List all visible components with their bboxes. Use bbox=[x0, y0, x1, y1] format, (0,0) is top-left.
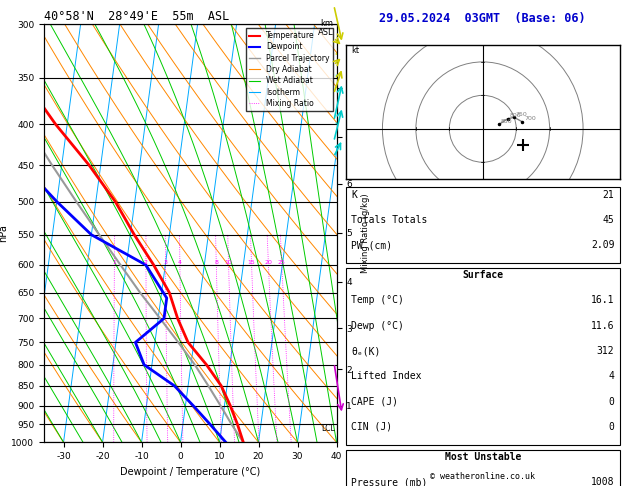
Text: 0: 0 bbox=[608, 397, 615, 407]
Text: Surface: Surface bbox=[462, 270, 503, 280]
Text: θₑ(K): θₑ(K) bbox=[351, 346, 381, 356]
Text: kt: kt bbox=[352, 46, 360, 55]
Text: © weatheronline.co.uk: © weatheronline.co.uk bbox=[430, 472, 535, 481]
Text: K: K bbox=[351, 190, 357, 200]
Text: Dewp (°C): Dewp (°C) bbox=[351, 321, 404, 331]
Text: 8: 8 bbox=[214, 260, 218, 265]
Text: CAPE (J): CAPE (J) bbox=[351, 397, 398, 407]
Text: 1008: 1008 bbox=[591, 477, 615, 486]
Text: 3: 3 bbox=[164, 260, 167, 265]
Text: Mixing Ratio (g/kg): Mixing Ratio (g/kg) bbox=[361, 193, 370, 273]
Text: Pressure (mb): Pressure (mb) bbox=[351, 477, 428, 486]
Text: 15: 15 bbox=[248, 260, 255, 265]
Text: CIN (J): CIN (J) bbox=[351, 422, 392, 432]
Text: PW (cm): PW (cm) bbox=[351, 240, 392, 250]
Text: 312: 312 bbox=[597, 346, 615, 356]
Bar bbox=[345, 187, 620, 263]
Text: 1: 1 bbox=[113, 260, 116, 265]
Text: 4: 4 bbox=[608, 371, 615, 382]
Text: 800: 800 bbox=[509, 113, 521, 118]
Text: 29.05.2024  03GMT  (Base: 06): 29.05.2024 03GMT (Base: 06) bbox=[379, 12, 586, 25]
Text: 25: 25 bbox=[278, 260, 286, 265]
Text: Lifted Index: Lifted Index bbox=[351, 371, 421, 382]
Text: 20: 20 bbox=[265, 260, 272, 265]
Bar bbox=[345, 268, 620, 445]
Text: Totals Totals: Totals Totals bbox=[351, 215, 428, 225]
Bar bbox=[345, 450, 620, 486]
Y-axis label: hPa: hPa bbox=[0, 225, 9, 242]
Text: 40°58'N  28°49'E  55m  ASL: 40°58'N 28°49'E 55m ASL bbox=[44, 10, 230, 23]
Text: 0: 0 bbox=[608, 422, 615, 432]
Text: Most Unstable: Most Unstable bbox=[445, 452, 521, 462]
Text: 700: 700 bbox=[524, 116, 536, 121]
X-axis label: Dewpoint / Temperature (°C): Dewpoint / Temperature (°C) bbox=[120, 467, 260, 477]
Text: Temp (°C): Temp (°C) bbox=[351, 295, 404, 306]
Legend: Temperature, Dewpoint, Parcel Trajectory, Dry Adiabat, Wet Adiabat, Isotherm, Mi: Temperature, Dewpoint, Parcel Trajectory… bbox=[245, 28, 333, 111]
Text: 2: 2 bbox=[144, 260, 148, 265]
Text: 10: 10 bbox=[225, 260, 233, 265]
Text: 11.6: 11.6 bbox=[591, 321, 615, 331]
Text: LCL: LCL bbox=[321, 424, 335, 433]
Text: 850: 850 bbox=[501, 119, 512, 124]
Text: 16.1: 16.1 bbox=[591, 295, 615, 306]
Text: 45: 45 bbox=[603, 215, 615, 225]
Text: km
ASL: km ASL bbox=[318, 19, 333, 37]
Text: 21: 21 bbox=[603, 190, 615, 200]
Text: 2.09: 2.09 bbox=[591, 240, 615, 250]
Text: 750: 750 bbox=[516, 112, 528, 117]
Text: 4: 4 bbox=[178, 260, 182, 265]
